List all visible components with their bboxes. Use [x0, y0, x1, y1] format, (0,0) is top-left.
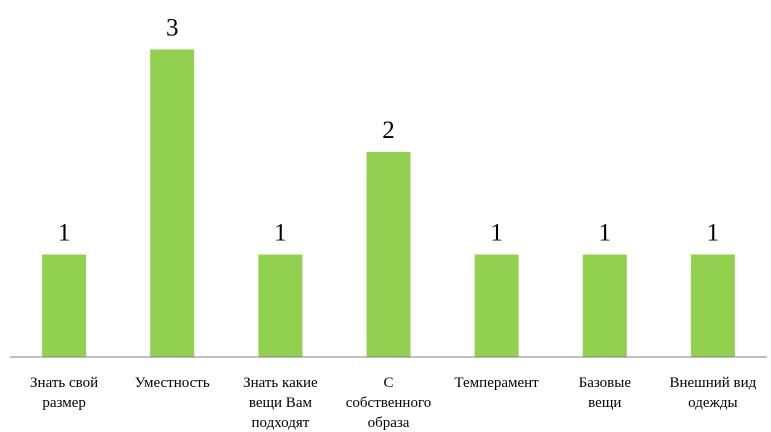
value-label-4: 2: [382, 117, 395, 144]
value-label-3: 1: [274, 220, 287, 247]
bar-1: [42, 254, 87, 357]
value-label-7: 1: [707, 220, 720, 247]
category-label-5: Темперамент: [454, 375, 539, 391]
category-label-line: Знать какие: [243, 375, 318, 391]
bar-7: [690, 254, 735, 357]
category-label-line: одежды: [688, 395, 737, 411]
category-label-line: С: [383, 375, 393, 391]
category-label-3: Знать какие вещи Вам подходят: [243, 375, 318, 431]
bars-group: [42, 49, 735, 357]
bar-4: [366, 152, 411, 357]
category-label-1: Знать свой размер: [30, 375, 98, 411]
value-label-1: 1: [58, 220, 71, 247]
category-label-2: Уместность: [135, 375, 210, 391]
category-label-7: Внешний вид одежды: [669, 375, 756, 411]
category-label-line: Темперамент: [454, 375, 539, 391]
category-label-line: размер: [42, 395, 86, 411]
category-label-line: образа: [368, 415, 410, 431]
bar-2: [150, 49, 195, 357]
category-label-line: собственного: [346, 395, 432, 411]
value-labels-group: 1 3 1 2 1 1 1: [58, 15, 719, 247]
bar-6: [582, 254, 627, 357]
category-label-line: подходят: [251, 415, 309, 431]
category-labels-group: Знать свой размер Уместность Знать какие вещ…: [30, 375, 757, 431]
category-label-line: Базовые: [579, 375, 632, 391]
category-label-line: Уместность: [135, 375, 210, 391]
category-label-line: Знать свой: [30, 375, 98, 391]
value-label-2: 3: [166, 15, 179, 42]
category-label-6: Базовые вещи: [579, 375, 632, 411]
value-label-5: 1: [490, 220, 503, 247]
bar-5: [474, 254, 519, 357]
value-label-6: 1: [599, 220, 612, 247]
category-label-line: вещи Вам: [249, 395, 313, 411]
bar-3: [258, 254, 303, 357]
category-label-line: Внешний вид: [669, 375, 756, 391]
category-label-line: вещи: [588, 395, 621, 411]
